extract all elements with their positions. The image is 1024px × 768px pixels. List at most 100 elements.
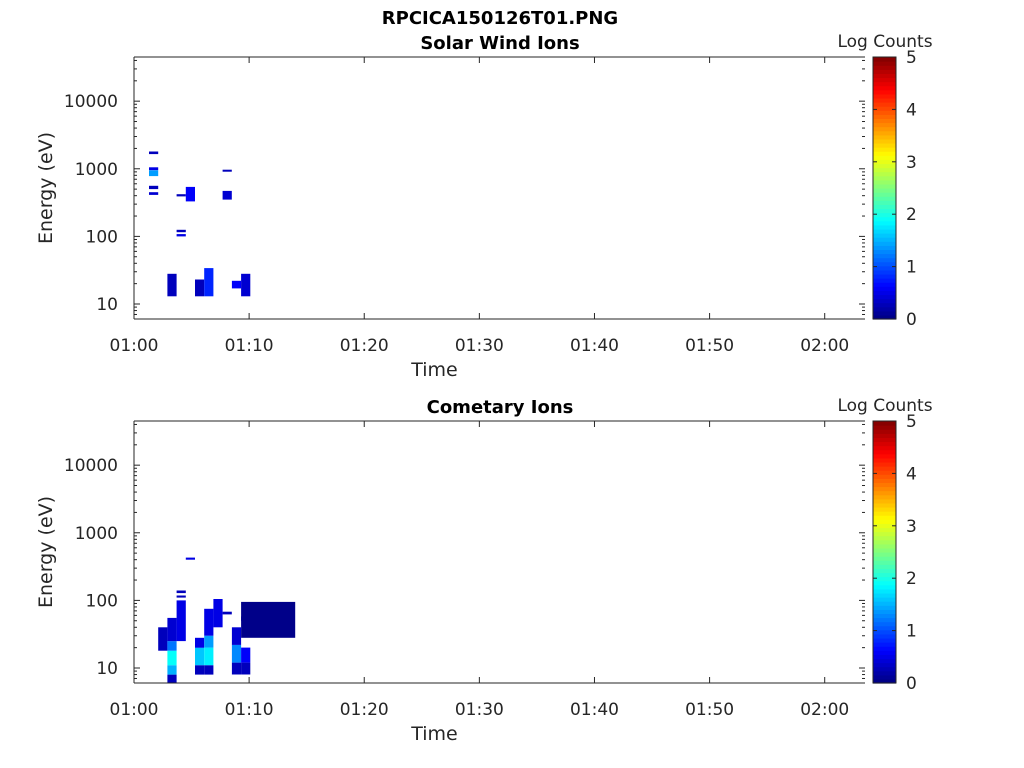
panel-title: Solar Wind Ions	[420, 33, 579, 54]
heatmap-cell	[149, 192, 159, 195]
heatmap-cell	[231, 627, 242, 645]
x-tick-label: 01:20	[340, 336, 389, 356]
colorbar-segment	[873, 220, 896, 226]
heatmap-cell	[241, 273, 251, 297]
colorbar-segment	[873, 253, 896, 259]
colorbar-segment	[873, 584, 896, 590]
colorbar-segment	[873, 97, 896, 103]
colorbar-segment	[873, 179, 896, 185]
colorbar-segment	[873, 257, 896, 263]
colorbar-segment	[873, 126, 896, 132]
colorbar-segment	[873, 151, 896, 156]
y-tick-label: 10000	[64, 92, 118, 112]
colorbar-tick-label: 4	[906, 100, 917, 120]
heatmap-cell	[204, 608, 214, 636]
colorbar-tick-label: 1	[906, 258, 917, 278]
colorbar-tick-label: 0	[906, 310, 917, 330]
colorbar-segment	[873, 286, 896, 291]
colorbar-segment	[873, 494, 896, 500]
colorbar-segment	[873, 453, 896, 459]
colorbar-segment	[873, 662, 896, 668]
colorbar-tick-label: 3	[906, 517, 917, 537]
x-tick-label: 01:40	[570, 700, 619, 720]
heatmap-cell	[185, 186, 195, 202]
heatmap-cell	[167, 641, 177, 651]
colorbar-segment	[873, 228, 896, 234]
colorbar-segment	[873, 576, 896, 582]
colorbar-segment	[873, 646, 896, 651]
heatmap-cell	[222, 190, 232, 200]
colorbar-segment	[873, 175, 896, 181]
colorbar-segment	[873, 89, 896, 95]
heatmap-cell	[231, 662, 242, 675]
colorbar-segment	[873, 57, 896, 62]
figure-title: RPCICA150126T01.PNG	[382, 8, 618, 29]
colorbar-segment	[873, 85, 896, 91]
y-tick-label: 1000	[75, 160, 118, 180]
colorbar-segment	[873, 478, 896, 483]
colorbar-segment	[873, 457, 896, 463]
heatmap-cell	[176, 600, 186, 642]
colorbar-segment	[873, 77, 896, 83]
colorbar-segment	[873, 192, 896, 197]
colorbar-segment	[873, 294, 896, 300]
colorbar-segment	[873, 621, 896, 627]
x-tick-label: 01:30	[455, 700, 504, 720]
colorbar-segment	[873, 490, 896, 496]
colorbar-tick-label: 5	[906, 412, 917, 432]
colorbar-segment	[873, 552, 896, 557]
colorbar-segment	[873, 474, 896, 479]
heatmap-cell	[149, 185, 159, 190]
colorbar-segment	[873, 278, 896, 283]
heatmap-cell	[195, 665, 205, 675]
heatmap-cell	[167, 650, 177, 666]
colorbar-segment	[873, 670, 896, 676]
heatmap-cell	[241, 647, 251, 663]
x-tick-label: 01:00	[110, 700, 159, 720]
heatmap-cell	[204, 647, 214, 666]
colorbar-segment	[873, 642, 896, 647]
colorbar-segment	[873, 147, 896, 152]
colorbar-segment	[873, 449, 896, 455]
colorbar-segment	[873, 511, 896, 516]
heatmap-cell	[176, 590, 186, 594]
colorbar-segment	[873, 188, 896, 193]
colorbar-segment	[873, 114, 896, 119]
x-tick-label: 02:00	[800, 336, 849, 356]
heatmap-cell	[149, 151, 159, 155]
heatmap-cell	[195, 637, 205, 648]
y-tick-label: 10000	[64, 456, 118, 476]
colorbar-tick-label: 4	[906, 464, 917, 484]
x-tick-label: 01:40	[570, 336, 619, 356]
colorbar-frame	[872, 56, 897, 320]
colorbar-segment	[873, 466, 896, 471]
colorbar-segment	[873, 572, 896, 578]
heatmap-cell	[231, 280, 242, 289]
colorbar-segment	[873, 237, 896, 242]
heatmap-cell	[204, 635, 214, 648]
colorbar-segment	[873, 233, 896, 238]
colorbar-frame	[872, 420, 897, 684]
colorbar-segment	[873, 425, 896, 430]
colorbar-segment	[873, 122, 896, 128]
colorbar-segment	[873, 81, 896, 87]
heatmap-cells	[158, 557, 296, 683]
y-axis-label: Energy (eV)	[35, 496, 57, 608]
colorbar-segment	[873, 609, 896, 614]
colorbar-segment	[873, 261, 896, 267]
colorbar-segment	[873, 134, 896, 140]
colorbar-segment	[873, 506, 896, 512]
x-tick-label: 02:00	[800, 700, 849, 720]
colorbar-segment	[873, 429, 896, 434]
colorbar-segment	[873, 102, 896, 107]
x-tick-label: 01:30	[455, 336, 504, 356]
colorbar-segment	[873, 441, 896, 447]
heatmap-cell	[149, 167, 159, 171]
colorbar-segment	[873, 633, 896, 639]
colorbar-segment	[873, 461, 896, 467]
colorbar-segment	[873, 519, 896, 524]
colorbar-segment	[873, 269, 896, 275]
colorbar-segment	[873, 302, 896, 308]
